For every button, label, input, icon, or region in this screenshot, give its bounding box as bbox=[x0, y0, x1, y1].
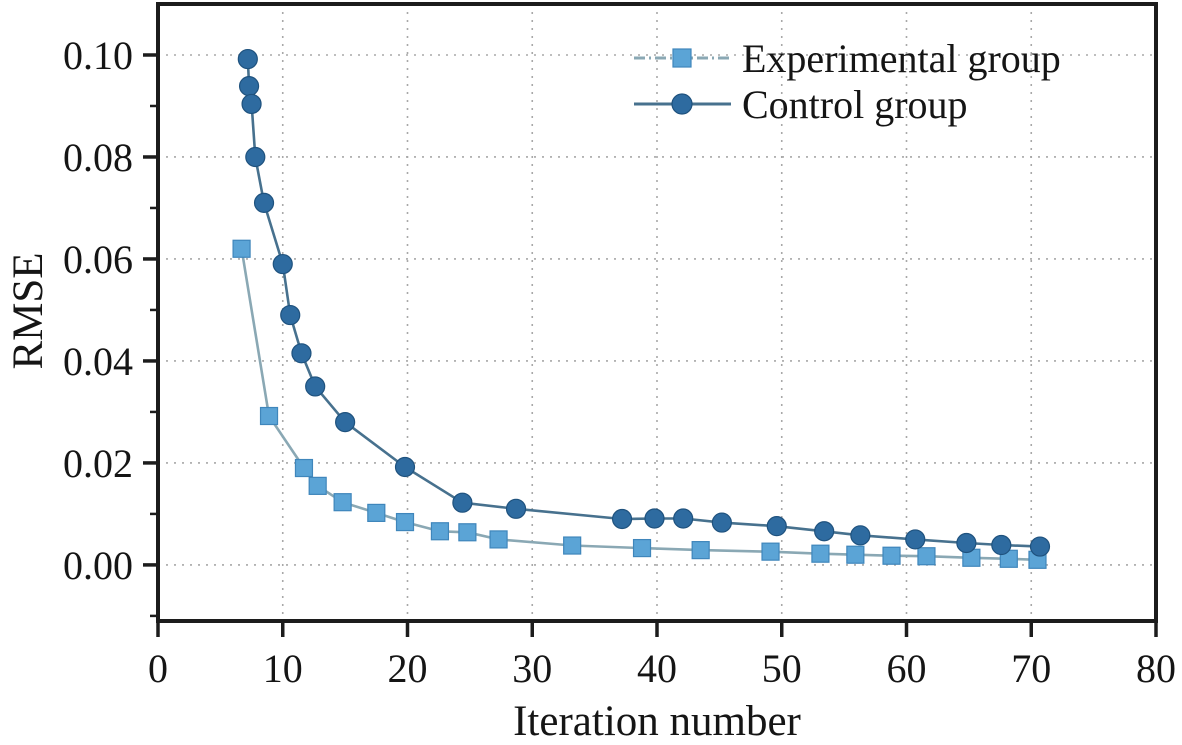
y-tick-labels: 0.00 0.02 0.04 0.06 0.08 0.10 bbox=[63, 33, 133, 588]
data-point-marker bbox=[766, 516, 787, 537]
data-point-marker bbox=[430, 522, 450, 541]
series-experimental-group-line bbox=[240, 248, 1038, 562]
y-tick-label-0.06: 0.06 bbox=[63, 237, 133, 282]
x-tick-label-10: 10 bbox=[263, 646, 303, 691]
x-tick-label-80: 80 bbox=[1136, 646, 1176, 691]
data-point-marker bbox=[882, 546, 901, 565]
x-tick-labels: 0 10 20 30 40 50 60 70 80 bbox=[148, 646, 1176, 691]
y-tick-label-0.04: 0.04 bbox=[63, 339, 133, 384]
data-point-marker bbox=[761, 542, 780, 561]
data-point-marker bbox=[711, 512, 732, 533]
data-point-marker bbox=[245, 146, 266, 168]
legend-label-control-group: Control group bbox=[742, 82, 968, 127]
data-point-marker bbox=[395, 512, 415, 532]
data-point-marker bbox=[237, 48, 258, 70]
y-tick-label-0.10: 0.10 bbox=[63, 33, 133, 78]
data-point-marker bbox=[367, 503, 386, 522]
data-point-marker bbox=[991, 534, 1012, 556]
data-point-marker bbox=[452, 492, 473, 513]
data-point-marker bbox=[505, 498, 527, 519]
x-tick-label-40: 40 bbox=[637, 646, 677, 691]
data-point-marker bbox=[563, 536, 582, 555]
series-control-group bbox=[237, 48, 1051, 557]
data-point-marker bbox=[238, 75, 260, 97]
data-point-marker bbox=[811, 544, 830, 563]
data-point-marker bbox=[394, 456, 416, 478]
y-tick-label-0.00: 0.00 bbox=[63, 543, 133, 588]
y-axis-title: RMSE bbox=[5, 252, 52, 369]
data-point-marker bbox=[905, 529, 926, 550]
data-point-marker bbox=[644, 508, 665, 529]
gridlines bbox=[158, 4, 1156, 621]
legend-sample-markers bbox=[634, 48, 731, 115]
data-point-marker bbox=[333, 493, 352, 512]
x-tick-label-20: 20 bbox=[388, 646, 428, 691]
data-point-marker bbox=[632, 538, 652, 558]
x-tick-label-50: 50 bbox=[762, 646, 802, 691]
data-point-marker bbox=[814, 521, 835, 542]
data-point-marker bbox=[691, 541, 710, 560]
plot-frame bbox=[156, 2, 1158, 623]
data-point-marker bbox=[291, 343, 312, 364]
data-point-marker bbox=[280, 304, 301, 326]
data-point-marker bbox=[956, 532, 977, 554]
data-point-marker bbox=[305, 376, 326, 397]
axis-ticks bbox=[143, 53, 1158, 637]
data-point-marker bbox=[489, 530, 508, 549]
data-point-marker bbox=[917, 547, 936, 566]
legend-sample-circle-marker bbox=[671, 93, 693, 115]
data-point-marker bbox=[308, 476, 327, 495]
data-point-marker bbox=[253, 192, 275, 213]
legend: Experimental group Control group bbox=[634, 36, 1061, 127]
data-point-marker bbox=[850, 525, 871, 546]
x-tick-label-30: 30 bbox=[512, 646, 552, 691]
x-tick-label-70: 70 bbox=[1011, 646, 1051, 691]
legend-sample-square-marker bbox=[672, 48, 692, 68]
data-series bbox=[232, 48, 1051, 569]
y-tick-label-0.08: 0.08 bbox=[63, 135, 133, 180]
data-point-marker bbox=[259, 406, 279, 426]
y-tick-label-0.02: 0.02 bbox=[63, 441, 133, 486]
data-point-marker bbox=[846, 545, 865, 564]
data-point-marker bbox=[673, 508, 694, 529]
x-axis-title: Iteration number bbox=[513, 698, 801, 745]
data-point-marker bbox=[241, 93, 262, 115]
data-point-marker bbox=[272, 253, 293, 275]
series-control-group-line bbox=[246, 59, 1041, 548]
x-tick-label-60: 60 bbox=[887, 646, 927, 691]
data-point-marker bbox=[232, 239, 251, 258]
series-experimental-group bbox=[232, 239, 1047, 569]
data-point-marker bbox=[458, 523, 477, 542]
data-point-marker bbox=[1029, 536, 1051, 557]
x-tick-label-0: 0 bbox=[148, 646, 168, 691]
data-point-marker bbox=[294, 458, 314, 478]
data-point-marker bbox=[335, 412, 356, 433]
legend-label-experimental-group: Experimental group bbox=[742, 36, 1061, 81]
data-point-marker bbox=[611, 508, 633, 530]
